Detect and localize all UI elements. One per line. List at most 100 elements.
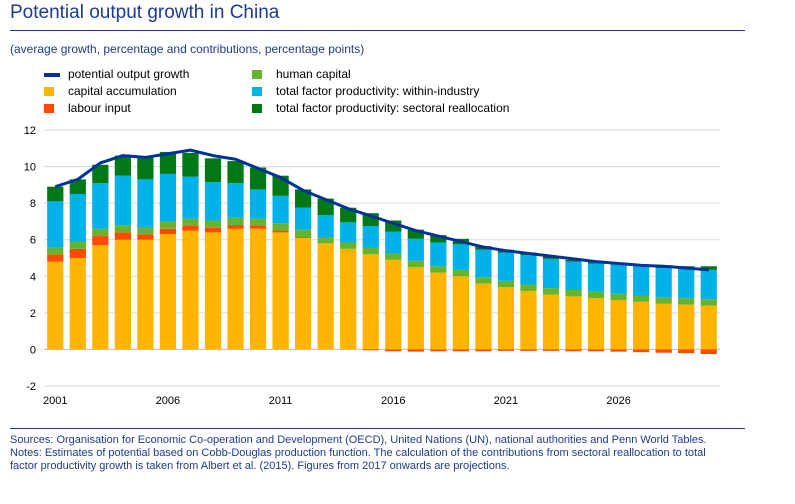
bar-segment-labour-input: [542, 349, 560, 351]
bar-segment-human-capital: [249, 218, 267, 226]
bar-segment-total-factor-productivity-within-industry: [204, 182, 222, 221]
x-tick-label: 2006: [156, 395, 180, 407]
bar-segment-total-factor-productivity-within-industry: [249, 189, 267, 219]
bar-segment-total-factor-productivity-sectoral-reallocation: [137, 157, 154, 180]
bar-segment-labour-input: [385, 349, 402, 352]
bar-segment-total-factor-productivity-sectoral-reallocation: [565, 259, 582, 262]
bar-segment-total-factor-productivity-within-industry: [542, 258, 560, 289]
bar-segment-total-factor-productivity-sectoral-reallocation: [92, 164, 109, 184]
bar-segment-total-factor-productivity-sectoral-reallocation: [249, 167, 267, 190]
bar-segment-labour-input: [475, 349, 492, 352]
bar-segment-total-factor-productivity-within-industry: [362, 226, 379, 248]
bar-segment-capital-accumulation: [542, 294, 560, 350]
bar-segment-total-factor-productivity-sectoral-reallocation: [430, 235, 447, 243]
bar-segment-labour-input: [137, 234, 154, 240]
bar-segment-human-capital: [655, 297, 672, 304]
bar-segment-capital-accumulation: [655, 303, 672, 350]
bar-segment-human-capital: [92, 228, 109, 237]
bar-segment-total-factor-productivity-sectoral-reallocation: [385, 220, 402, 232]
y-tick-label: 4: [30, 271, 36, 283]
bar-segment-human-capital: [452, 269, 469, 277]
bar-segment-total-factor-productivity-within-industry: [47, 201, 64, 248]
y-tick-label: 2: [30, 308, 36, 320]
methodology-note: Notes: Estimates of potential based on C…: [10, 447, 706, 472]
bar-segment-labour-input: [700, 349, 717, 354]
y-tick-label: 12: [24, 125, 36, 137]
bar-segment-capital-accumulation: [520, 290, 537, 350]
potential-output-growth-line: [54, 148, 709, 272]
bar-segment-capital-accumulation: [700, 305, 717, 350]
legend-label-tfp-sectoral-reallocation: total factor productivity: sectoral real…: [276, 101, 510, 115]
bar-segment-labour-input: [610, 349, 627, 352]
bar-segment-capital-accumulation: [340, 248, 357, 350]
bar-segment-labour-input: [159, 228, 177, 235]
chart-subtitle: (average growth, percentage and contribu…: [10, 42, 365, 56]
footer-divider: [10, 428, 745, 429]
bar-segment-labour-input: [633, 349, 650, 353]
bar-segment-labour-input: [92, 236, 109, 246]
bar-segment-capital-accumulation: [497, 287, 515, 350]
bar-segment-capital-accumulation: [385, 259, 402, 350]
bar-segment-labour-input: [655, 349, 672, 353]
chart-title: Potential output growth in China: [10, 2, 280, 23]
x-tick-label: 2001: [43, 395, 67, 407]
bar-segment-human-capital: [159, 221, 177, 229]
bar-segment-capital-accumulation: [227, 228, 244, 350]
bar-segment-total-factor-productivity-within-industry: [633, 266, 650, 296]
stacked-bar-chart: -2 0 2 4 6 8 10 12 2001 2006 2011 2016 2021 2026: [24, 125, 720, 407]
bar-segment-capital-accumulation: [317, 243, 334, 350]
bar-segment-total-factor-productivity-sectoral-reallocation: [114, 155, 131, 176]
bar-segment-total-factor-productivity-within-industry: [655, 268, 672, 298]
legend-swatch-capital-accumulation: [44, 87, 54, 96]
bar-segment-total-factor-productivity-within-industry: [700, 269, 717, 300]
bar-segment-human-capital: [362, 247, 379, 255]
bar-segment-labour-input: [430, 349, 447, 352]
bar-segment-total-factor-productivity-sectoral-reallocation: [700, 266, 717, 270]
bar-segment-human-capital: [633, 295, 650, 302]
bar-segment-human-capital: [295, 229, 312, 237]
footnotes: Sources: Organisation for Economic Co-op…: [10, 434, 730, 473]
bar-segment-total-factor-productivity-sectoral-reallocation: [227, 161, 244, 184]
bar-segment-total-factor-productivity-within-industry: [452, 244, 469, 270]
bar-segment-total-factor-productivity-within-industry: [497, 252, 515, 281]
bar-segment-labour-input: [678, 349, 695, 354]
bar-segment-capital-accumulation: [92, 245, 109, 350]
legend-swatch-tfp-within-industry: [252, 87, 262, 96]
bar-segment-total-factor-productivity-within-industry: [385, 231, 402, 254]
x-tick-label: 2011: [269, 395, 293, 407]
bar-segment-human-capital: [114, 225, 131, 233]
bar-segment-total-factor-productivity-sectoral-reallocation: [295, 189, 312, 208]
bar-segment-capital-accumulation: [678, 304, 695, 350]
bar-segment-labour-input: [69, 248, 86, 258]
sources-note: Sources: Organisation for Economic Co-op…: [10, 434, 707, 446]
bar-segment-capital-accumulation: [565, 296, 582, 350]
bars: [47, 151, 717, 354]
legend-label-tfp-within-industry: total factor productivity: within-indust…: [276, 84, 480, 98]
legend-swatch-labour-input: [44, 104, 54, 113]
bar-segment-total-factor-productivity-within-industry: [69, 194, 86, 242]
axes: -2 0 2 4 6 8 10 12 2001 2006 2011 2016 2021 2026: [24, 125, 631, 407]
bar-segment-capital-accumulation: [587, 298, 605, 350]
bar-segment-human-capital: [137, 226, 154, 235]
bar-segment-labour-input: [362, 349, 379, 351]
legend-label-human-capital: human capital: [276, 67, 351, 81]
gridlines: [44, 129, 720, 387]
bar-segment-total-factor-productivity-within-industry: [678, 268, 695, 299]
bar-segment-labour-input: [520, 349, 537, 351]
bar-segment-capital-accumulation: [69, 258, 86, 350]
bar-segment-human-capital: [475, 277, 492, 284]
title-divider: [10, 30, 745, 31]
bar-segment-human-capital: [227, 217, 244, 226]
y-tick-label: 8: [30, 198, 36, 210]
y-tick-label: 0: [30, 344, 36, 356]
bar-segment-total-factor-productivity-within-industry: [340, 222, 357, 243]
bar-segment-capital-accumulation: [204, 232, 222, 350]
bar-segment-capital-accumulation: [362, 254, 379, 350]
bar-segment-capital-accumulation: [633, 301, 650, 350]
bar-segment-labour-input: [497, 349, 515, 351]
bar-segment-human-capital: [497, 280, 515, 288]
bar-segment-total-factor-productivity-within-industry: [520, 255, 537, 285]
bar-segment-labour-input: [47, 254, 64, 262]
bar-segment-human-capital: [520, 284, 537, 291]
bar-segment-labour-input: [114, 232, 131, 240]
